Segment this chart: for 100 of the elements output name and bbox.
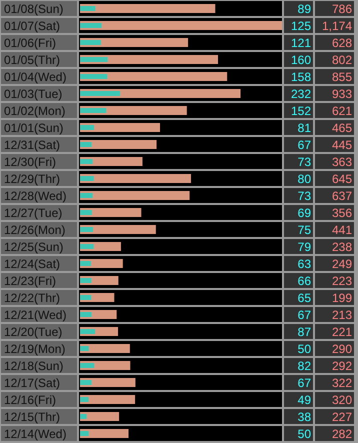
data-label: 69 — [298, 206, 312, 220]
data-label: 158 — [290, 70, 312, 84]
data-label: 63 — [298, 257, 312, 271]
bar — [80, 397, 88, 402]
bar — [80, 193, 93, 198]
data-label: 802 — [332, 53, 352, 67]
bar — [80, 344, 130, 353]
data-label: 223 — [332, 274, 352, 288]
y-tick-label: 01/04(Wed) — [4, 70, 66, 84]
y-tick-label: 12/17(Sat) — [4, 376, 60, 390]
bar — [80, 23, 102, 28]
bar — [80, 140, 157, 149]
y-tick-label: 01/05(Thr) — [4, 53, 60, 67]
data-label: 282 — [332, 427, 352, 441]
y-tick-label: 12/21(Wed) — [4, 308, 66, 322]
data-label: 1,174 — [322, 19, 352, 33]
y-tick-label: 12/14(Wed) — [4, 427, 66, 441]
bar — [80, 123, 160, 132]
y-tick-label: 12/29(Thr) — [4, 172, 60, 186]
y-tick-label: 12/26(Mon) — [4, 223, 66, 237]
bar — [80, 57, 108, 62]
data-label: 67 — [298, 138, 312, 152]
bar — [80, 91, 120, 96]
bar — [80, 142, 92, 147]
data-label: 238 — [332, 240, 352, 254]
y-tick-label: 12/31(Sat) — [4, 138, 60, 152]
bar — [80, 6, 96, 11]
bar — [80, 210, 92, 215]
y-tick-label: 01/08(Sun) — [4, 2, 64, 16]
data-label: 49 — [298, 393, 312, 407]
data-label: 67 — [298, 308, 312, 322]
bar — [80, 412, 120, 421]
bar — [80, 4, 216, 13]
data-label: 67 — [298, 376, 312, 390]
data-label: 89 — [298, 2, 312, 16]
bar — [80, 429, 129, 438]
data-label: 125 — [290, 19, 312, 33]
data-label: 933 — [332, 87, 352, 101]
bar — [80, 431, 89, 436]
data-label: 65 — [298, 291, 312, 305]
data-label: 79 — [298, 240, 312, 254]
bar — [80, 191, 190, 200]
bar — [80, 312, 92, 317]
y-tick-label: 12/25(Sun) — [4, 240, 64, 254]
data-label: 637 — [332, 189, 352, 203]
bar — [80, 346, 89, 351]
data-label: 322 — [332, 376, 352, 390]
data-label: 75 — [298, 223, 312, 237]
data-label: 73 — [298, 189, 312, 203]
bar — [80, 159, 93, 164]
bar — [80, 225, 156, 234]
data-label: 363 — [332, 155, 352, 169]
y-tick-label: 01/01(Sun) — [4, 121, 64, 135]
bar — [80, 108, 106, 113]
y-tick-label: 12/23(Fri) — [4, 274, 56, 288]
y-tick-label: 12/18(Sun) — [4, 359, 64, 373]
data-label: 249 — [332, 257, 352, 271]
data-label: 221 — [332, 325, 352, 339]
data-label: 50 — [298, 427, 312, 441]
bar — [80, 244, 94, 249]
bar — [80, 295, 92, 300]
data-label: 160 — [290, 53, 312, 67]
data-label: 356 — [332, 206, 352, 220]
data-label: 292 — [332, 359, 352, 373]
data-label: 87 — [298, 325, 312, 339]
data-label: 73 — [298, 155, 312, 169]
bar — [80, 363, 94, 368]
bar — [80, 174, 191, 183]
data-label: 81 — [298, 121, 312, 135]
y-tick-label: 12/27(Tue) — [4, 206, 62, 220]
data-label: 855 — [332, 70, 352, 84]
data-label: 213 — [332, 308, 352, 322]
data-label: 445 — [332, 138, 352, 152]
y-tick-label: 12/15(Thr) — [4, 410, 60, 424]
bar — [80, 72, 228, 81]
bar — [80, 380, 92, 385]
y-tick-label: 01/03(Tue) — [4, 87, 62, 101]
y-tick-label: 12/28(Wed) — [4, 189, 66, 203]
data-label: 50 — [298, 342, 312, 356]
bar — [80, 261, 91, 266]
bar — [80, 278, 92, 283]
data-label: 290 — [332, 342, 352, 356]
data-label: 38 — [298, 410, 312, 424]
bar — [80, 227, 93, 232]
y-tick-label: 01/02(Mon) — [4, 104, 66, 118]
bar — [80, 329, 95, 334]
y-tick-label: 12/20(Tue) — [4, 325, 62, 339]
data-label: 199 — [332, 291, 352, 305]
data-label: 465 — [332, 121, 352, 135]
data-label: 232 — [290, 87, 312, 101]
y-tick-label: 12/24(Sat) — [4, 257, 60, 271]
bar — [80, 40, 101, 45]
bar — [80, 125, 94, 130]
data-label: 227 — [332, 410, 352, 424]
data-label: 121 — [290, 36, 312, 50]
y-tick-label: 12/19(Mon) — [4, 342, 66, 356]
data-label: 320 — [332, 393, 352, 407]
data-label: 441 — [332, 223, 352, 237]
y-tick-label: 12/16(Fri) — [4, 393, 56, 407]
y-tick-label: 12/22(Thr) — [4, 291, 60, 305]
